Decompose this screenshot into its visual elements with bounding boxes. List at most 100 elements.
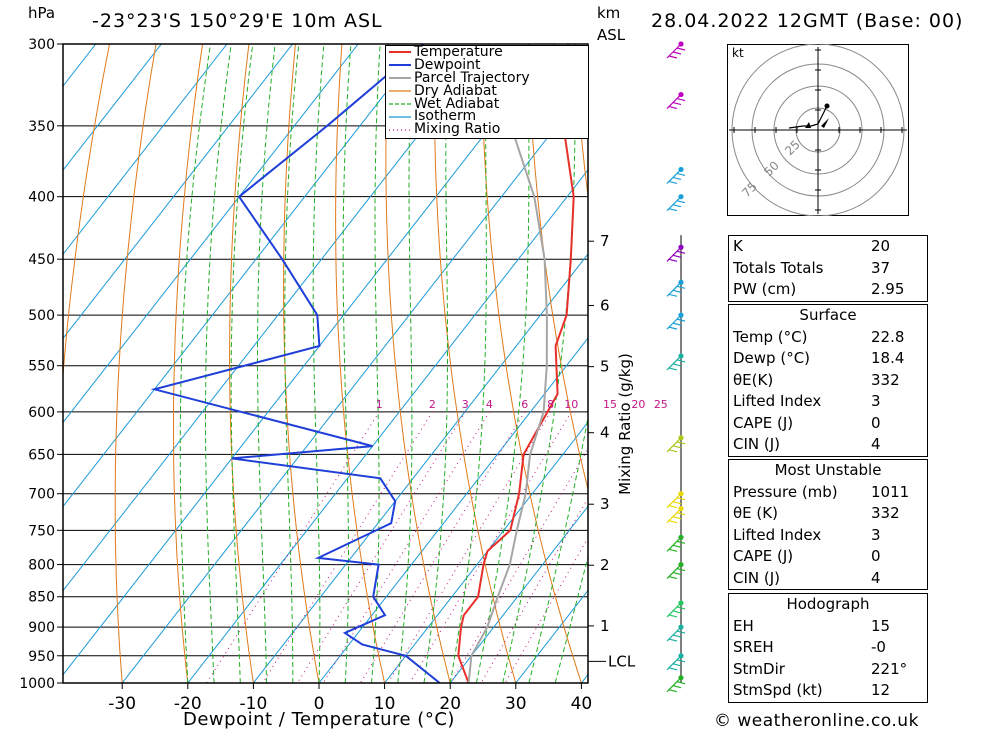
wind-barb-flag bbox=[668, 180, 678, 185]
legend-swatch bbox=[389, 116, 411, 118]
wind-barb bbox=[666, 655, 686, 671]
km-label: km bbox=[597, 4, 621, 22]
legend-swatch bbox=[389, 103, 411, 105]
hodo-unit: kt bbox=[732, 46, 744, 60]
surface-theta-label: θE(K) bbox=[733, 370, 774, 389]
wind-barb-flag bbox=[672, 254, 682, 258]
pressure-label-950: 950 bbox=[28, 649, 55, 665]
km-label-3: 3 bbox=[600, 495, 610, 513]
pressure-label-900: 900 bbox=[28, 620, 55, 636]
hodo-point bbox=[824, 103, 830, 109]
legend-swatch bbox=[389, 51, 411, 54]
stmspd-label: StmSpd (kt) bbox=[733, 681, 823, 699]
stmdir-value: 221° bbox=[871, 659, 908, 678]
mixing-ratio-label-1: 1 bbox=[376, 398, 383, 411]
dry-adiabat-line bbox=[527, 44, 588, 492]
hodograph-table: Hodograph EH 15 SREH -0 StmDir 221° StmSpd … bbox=[728, 593, 928, 703]
indices-table: K 20 Totals Totals 37 PW (cm) 2.95 bbox=[728, 235, 928, 302]
mu-title: Most Unstable bbox=[774, 461, 882, 479]
x-tick-label--10: -10 bbox=[240, 694, 268, 714]
legend-swatch bbox=[389, 77, 411, 80]
mu-theta-value: 332 bbox=[871, 504, 900, 522]
mixing-ratio-line bbox=[409, 411, 572, 683]
legend-item: Isotherm bbox=[386, 110, 588, 123]
wet-adiabat-line bbox=[449, 44, 487, 683]
wind-barb-flag bbox=[676, 318, 686, 322]
wind-barb-flag bbox=[672, 51, 682, 55]
pressure-label-850: 850 bbox=[28, 590, 55, 606]
surface-cape-label: CAPE (J) bbox=[733, 413, 794, 432]
pressure-label-550: 550 bbox=[28, 359, 55, 375]
wind-barb bbox=[666, 314, 686, 330]
legend-item: Dewpoint bbox=[386, 58, 588, 72]
legend-swatch bbox=[389, 64, 411, 67]
wind-barb bbox=[666, 281, 686, 297]
x-tick-label--30: -30 bbox=[108, 694, 136, 714]
dry-adiabat-line bbox=[433, 44, 517, 683]
pressure-label-800: 800 bbox=[28, 558, 55, 574]
copyright-link[interactable]: © weatheronline.co.uk bbox=[714, 711, 919, 731]
wind-barb-flag bbox=[676, 512, 686, 516]
tt-value: 37 bbox=[871, 258, 891, 277]
surface-dewp-value: 18.4 bbox=[871, 349, 905, 367]
dry-adiabat-line bbox=[173, 44, 203, 683]
wet-adiabat-line bbox=[179, 44, 211, 683]
series-parcel-trajectory bbox=[467, 61, 548, 683]
x-tick-label-30: 30 bbox=[505, 694, 527, 714]
mu-li-value: 3 bbox=[871, 525, 881, 544]
x-tick-label-10: 10 bbox=[374, 694, 396, 714]
mixing-ratio-line bbox=[322, 411, 490, 683]
wind-barb-flag bbox=[676, 606, 686, 610]
mu-cape-label: CAPE (J) bbox=[733, 547, 794, 565]
wet-adiabat-line bbox=[257, 44, 276, 683]
wind-barb bbox=[666, 43, 686, 59]
wind-barb-flag bbox=[672, 204, 682, 208]
wet-adiabat-line bbox=[423, 44, 448, 683]
surface-theta-value: 332 bbox=[871, 370, 900, 389]
wind-barb-flag bbox=[668, 258, 678, 262]
eh-value: 15 bbox=[871, 616, 891, 635]
lcl-label: LCL bbox=[608, 652, 636, 670]
surface-title: Surface bbox=[799, 306, 857, 324]
mu-cin-value: 4 bbox=[871, 568, 881, 587]
legend-item: Wet Adiabat bbox=[386, 95, 588, 112]
wet-adiabat-line bbox=[502, 44, 577, 683]
wind-barb-flag bbox=[668, 548, 678, 552]
wet-adiabat-line bbox=[284, 44, 300, 683]
wind-barb-flag bbox=[668, 367, 678, 371]
km-label-7: 7 bbox=[600, 232, 610, 250]
x-tick-label--20: -20 bbox=[174, 694, 202, 714]
asl-label: ASL bbox=[597, 26, 626, 44]
plot-frame bbox=[62, 43, 589, 684]
wind-barb-flag bbox=[672, 610, 682, 614]
wind-barb-flag bbox=[676, 441, 686, 445]
pressure-label-300: 300 bbox=[28, 37, 55, 53]
legend: Temperature Dewpoint Parcel Trajectory Dry … bbox=[385, 45, 589, 139]
pressure-label-450: 450 bbox=[28, 252, 55, 268]
wind-barb-flag bbox=[668, 208, 678, 212]
mu-theta-label: θE (K) bbox=[733, 504, 778, 522]
mu-cin-label: CIN (J) bbox=[733, 568, 781, 587]
legend-label: Wet Adiabat bbox=[414, 95, 500, 112]
hodo-trace bbox=[788, 105, 828, 129]
wind-barb-flag bbox=[668, 667, 678, 671]
wind-barb-flag bbox=[676, 47, 686, 51]
dry-adiabat-line bbox=[114, 44, 157, 683]
wind-barb-flag bbox=[668, 55, 678, 59]
dry-adiabat-line bbox=[573, 44, 588, 200]
wind-barb-flag bbox=[676, 359, 686, 363]
isotherm-line bbox=[121, 84, 588, 683]
mixing-ratio-label-6: 6 bbox=[521, 398, 528, 411]
legend-label: Parcel Trajectory bbox=[414, 69, 530, 86]
pressure-label-600: 600 bbox=[28, 405, 55, 421]
wind-barb bbox=[666, 508, 686, 524]
surface-dewp-label: Dewp (°C) bbox=[733, 349, 811, 367]
surface-li-value: 3 bbox=[871, 392, 881, 410]
wind-barb bbox=[666, 677, 686, 693]
mixing-ratio-label-25: 25 bbox=[654, 398, 668, 411]
wind-barb-flag bbox=[676, 98, 686, 102]
pressure-unit: hPa bbox=[28, 4, 56, 22]
wind-barb-flag bbox=[676, 200, 686, 204]
wind-barb-flag bbox=[676, 497, 686, 501]
